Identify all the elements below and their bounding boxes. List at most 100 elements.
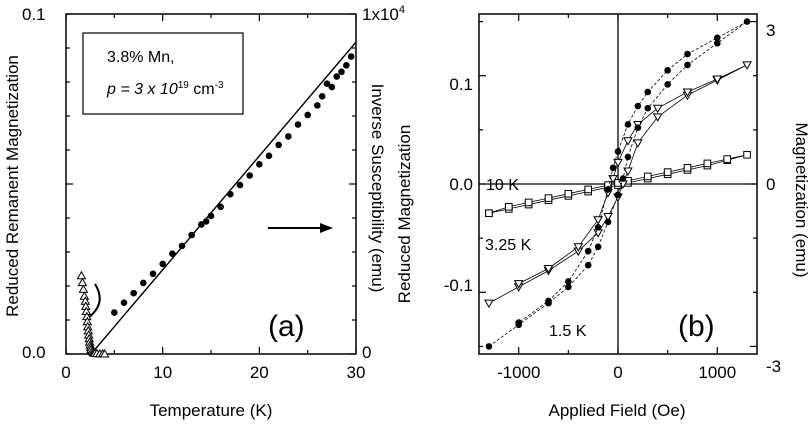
data-point xyxy=(275,141,282,149)
data-point xyxy=(77,277,88,287)
data-point xyxy=(149,270,157,278)
data-point xyxy=(323,80,331,87)
x-axis-label-b: Applied Field (Oe) xyxy=(548,401,685,420)
data-point xyxy=(644,88,652,96)
data-point xyxy=(515,319,523,326)
panel-label-b: (b) xyxy=(678,310,715,343)
data-point xyxy=(713,34,721,42)
right-arrow-head xyxy=(320,223,333,233)
series-line xyxy=(488,21,748,347)
data-point xyxy=(604,186,612,193)
data-point xyxy=(624,121,632,128)
data-point xyxy=(684,50,691,58)
y-tick-label: 0.1 xyxy=(449,75,473,94)
data-point xyxy=(513,280,524,289)
y-right-tick-label: 1x104 xyxy=(362,4,405,24)
data-point xyxy=(504,202,513,211)
data-point xyxy=(328,83,336,91)
data-point xyxy=(594,224,602,231)
data-point xyxy=(573,243,584,252)
data-point xyxy=(76,270,87,280)
sample-composition: 3.8% Mn, xyxy=(107,49,175,66)
x-axis-ticks-a xyxy=(65,14,357,354)
data-point xyxy=(304,111,311,119)
data-point xyxy=(683,163,692,172)
data-point xyxy=(584,247,592,255)
series-label-3-25k: 3.25 K xyxy=(485,237,532,254)
y-tick-label: 0.1 xyxy=(22,5,46,24)
x-axis-label-a: Temperature (K) xyxy=(150,401,273,420)
y-axis-ticks-a xyxy=(66,13,356,355)
data-point xyxy=(643,172,652,181)
data-point xyxy=(682,88,693,97)
data-point xyxy=(632,139,643,148)
data-point xyxy=(652,113,663,122)
data-point xyxy=(207,212,215,220)
data-point xyxy=(664,81,671,88)
data-point xyxy=(619,175,627,182)
data-point xyxy=(703,159,712,168)
data-point xyxy=(723,155,732,163)
data-point xyxy=(120,299,128,306)
data-point xyxy=(202,218,210,225)
series-label-10k: 10 K xyxy=(486,177,519,194)
data-point xyxy=(178,242,186,250)
x-tick-label: 0 xyxy=(613,363,622,382)
panel-b: 0.1 0.0 -0.1 3 0 -3 -1000 0 1000 Applied… xyxy=(395,13,811,420)
y-tick-label: -0.1 xyxy=(444,276,473,295)
data-point xyxy=(713,39,721,47)
data-point xyxy=(614,148,622,155)
data-point xyxy=(338,68,345,76)
data-point xyxy=(545,297,552,305)
data-point xyxy=(604,218,612,226)
data-point xyxy=(198,221,205,228)
x-tick-label: 10 xyxy=(153,363,172,382)
y-right-tick-label: 0 xyxy=(362,343,371,362)
data-point xyxy=(743,18,751,25)
data-point xyxy=(614,191,622,199)
data-point xyxy=(564,189,573,198)
data-point xyxy=(236,181,244,189)
sample-info-box xyxy=(82,32,244,115)
data-point xyxy=(663,168,672,176)
y-right-tick-label: 0 xyxy=(766,175,775,194)
data-point xyxy=(609,164,617,172)
data-point xyxy=(347,53,355,60)
series-label-1-5k: 1.5 K xyxy=(549,323,587,340)
data-point xyxy=(294,121,302,128)
data-point xyxy=(623,137,633,146)
data-point xyxy=(565,283,572,291)
data-point xyxy=(140,279,147,287)
data-point xyxy=(624,153,632,161)
data-point xyxy=(634,102,642,110)
data-point xyxy=(217,203,224,211)
panel-a: 0.1 0.0 1x104 0 0 10 20 30 Temperature (… xyxy=(3,4,405,420)
sample-hole-density: p = 3 x 1019 cm-3 xyxy=(106,80,224,98)
data-point xyxy=(544,194,553,202)
data-point xyxy=(256,160,263,168)
data-point xyxy=(664,67,671,74)
data-point xyxy=(623,167,633,177)
panel-a-data xyxy=(76,41,357,358)
panel-b-data xyxy=(484,18,752,350)
data-point xyxy=(333,73,340,80)
x-tick-label: -1000 xyxy=(497,363,540,382)
data-point xyxy=(742,61,752,70)
x-tick-label: 1000 xyxy=(698,363,736,382)
data-point xyxy=(314,102,321,109)
data-point xyxy=(584,185,593,194)
data-point xyxy=(130,289,137,297)
data-point xyxy=(485,209,493,218)
axis-ticks-b xyxy=(479,14,757,354)
data-point xyxy=(227,190,234,198)
panel-label-a: (a) xyxy=(268,310,305,343)
data-point xyxy=(78,284,89,293)
data-point xyxy=(246,172,253,179)
y-tick-label: 0.0 xyxy=(22,343,46,362)
data-point xyxy=(285,133,292,140)
data-point xyxy=(318,92,326,100)
data-point xyxy=(594,243,602,251)
data-point xyxy=(652,104,663,114)
y-right-tick-label: -3 xyxy=(766,357,781,376)
data-point xyxy=(343,62,350,69)
